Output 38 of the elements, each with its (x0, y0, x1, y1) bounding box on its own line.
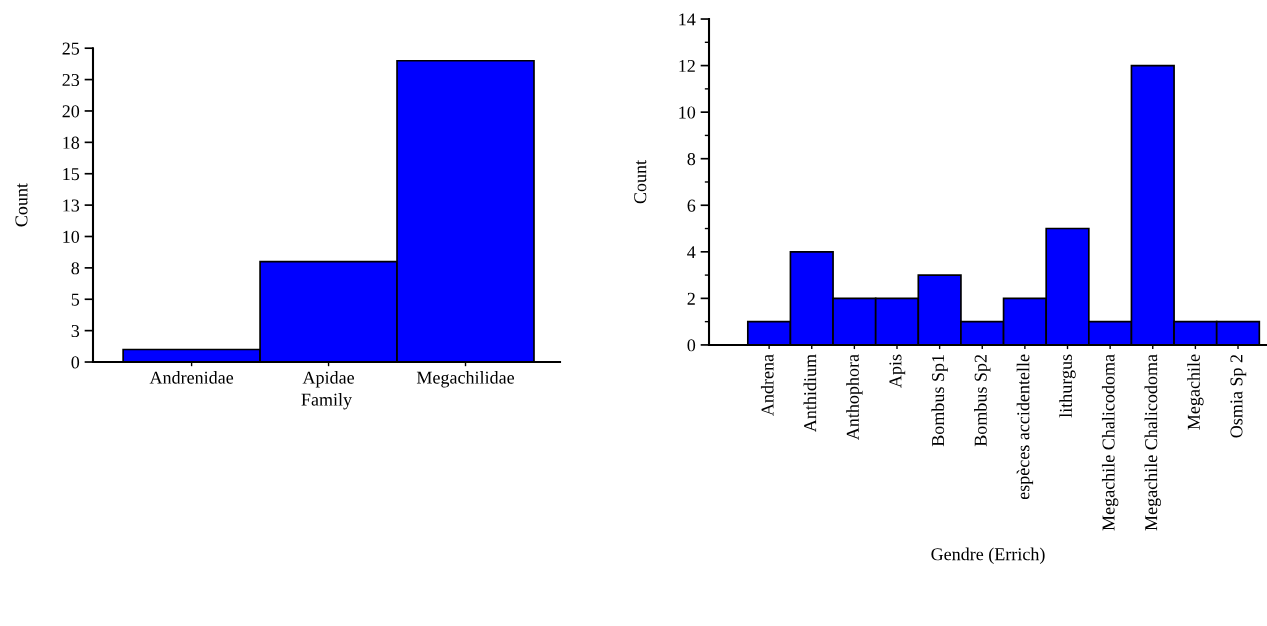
x-tick-label: Andrenidae (149, 371, 234, 384)
y-tick-label: 0 (687, 339, 696, 352)
x-tick-label: Anthidium (803, 354, 817, 433)
y-tick-label: 25 (62, 42, 80, 55)
x-tick-label: Megachile Chalicodoma (1144, 354, 1161, 531)
x-tick-label: Apis (889, 354, 906, 388)
x-tick-label: Andrena (760, 354, 774, 416)
x-axis-title: Gendre (Errich) (931, 547, 1045, 564)
x-axis-title: Family (301, 393, 353, 410)
x-tick-label: Apidae (302, 371, 354, 388)
y-tick-label: 3 (71, 324, 80, 338)
y-tick-label: 18 (63, 136, 80, 149)
y-tick-label: 14 (679, 13, 696, 26)
x-tick-label: lithurgus (1059, 354, 1076, 418)
x-tick-label: Bombus Sp1 (931, 355, 948, 447)
y-tick-label: 0 (71, 356, 80, 369)
x-tick-label: Anthophora (846, 354, 863, 441)
y-tick-label: 2 (687, 292, 695, 305)
y-tick-label: 20 (62, 105, 80, 118)
y-tick-label: 10 (63, 230, 80, 243)
y-tick-label: 5 (71, 293, 80, 306)
y-tick-label: 10 (679, 106, 696, 119)
x-tick-label: Megachilidae (416, 371, 515, 388)
y-tick-label: 4 (687, 246, 696, 259)
y-tick-label: 6 (687, 199, 696, 212)
y-tick-label: 15 (63, 168, 80, 181)
y-tick-label: 12 (679, 59, 695, 72)
y-axis-title: Count (15, 183, 28, 227)
x-tick-label: Megachile (1187, 354, 1204, 430)
y-tick-label: 8 (687, 152, 696, 166)
x-tick-label: espèces accidentelle (1016, 354, 1034, 500)
y-tick-label: 23 (62, 73, 80, 87)
x-tick-label: Megachile Chalicodoma (1101, 354, 1119, 531)
x-tick-label: Bombus Sp2 (974, 354, 991, 447)
y-tick-label: 13 (63, 199, 80, 212)
x-tick-label: Osmia Sp 2 (1230, 354, 1247, 438)
y-axis-title: Count (634, 160, 647, 204)
y-tick-label: 8 (71, 262, 80, 275)
